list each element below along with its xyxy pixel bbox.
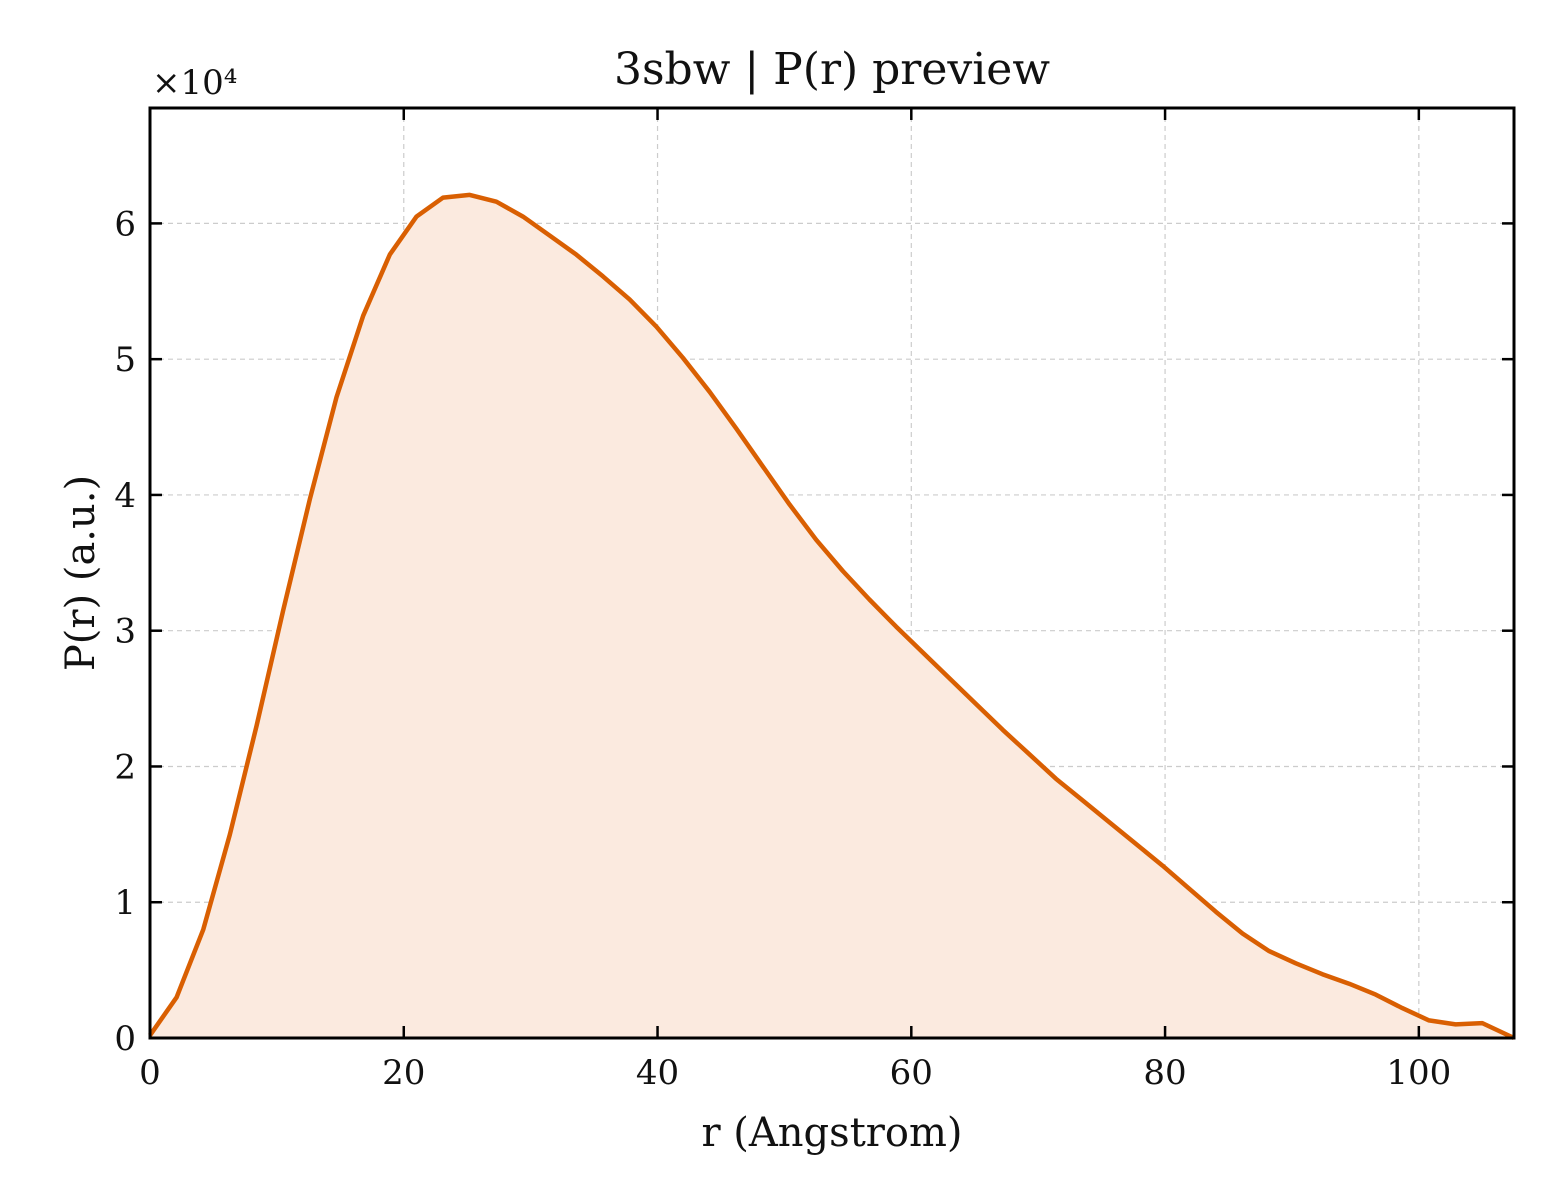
series-line — [148, 192, 1515, 1041]
y-axis-label: P(r) (a.u.) — [58, 475, 104, 671]
y-axis-ticks: 0 1 2 3 4 5 6 — [114, 204, 1514, 1059]
x-tick-label-0: 0 — [139, 1053, 161, 1093]
chart-title: 3sbw | P(r) preview — [614, 44, 1050, 95]
x-tick-label-2: 40 — [636, 1053, 679, 1093]
plot-frame — [148, 106, 1516, 1040]
x-tick-label-5: 100 — [1386, 1053, 1451, 1093]
x-tick-label-4: 80 — [1143, 1053, 1186, 1093]
x-tick-label-1: 20 — [382, 1053, 425, 1093]
x-axis-ticks: 0 20 40 60 80 100 — [139, 108, 1451, 1093]
y-axis-multiplier: ×10⁴ — [152, 63, 237, 103]
y-tick-label-1: 1 — [114, 883, 136, 923]
area-fill — [150, 194, 1514, 1038]
x-axis-label: r (Angstrom) — [701, 1110, 962, 1156]
y-tick-label-4: 4 — [114, 476, 136, 516]
y-tick-label-5: 5 — [114, 340, 136, 380]
y-tick-label-3: 3 — [114, 612, 136, 652]
x-tick-label-3: 60 — [890, 1053, 933, 1093]
y-tick-label-2: 2 — [114, 747, 136, 787]
y-tick-label-0: 0 — [114, 1019, 136, 1059]
y-tick-label-6: 6 — [114, 204, 136, 244]
